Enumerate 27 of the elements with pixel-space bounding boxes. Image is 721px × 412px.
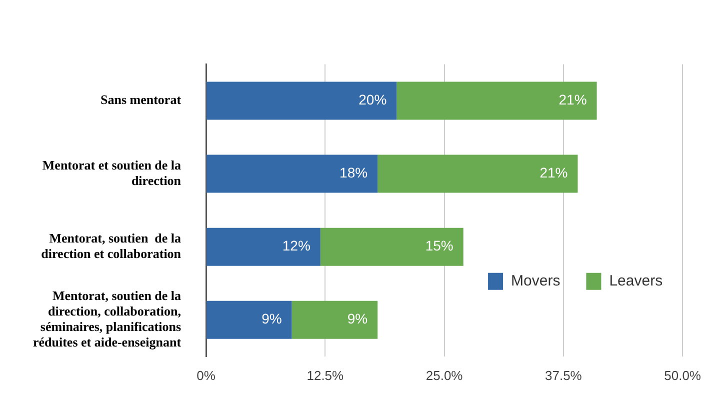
data-label: 9%	[347, 310, 368, 327]
x-tick-label: 0%	[196, 368, 216, 383]
bar	[378, 154, 578, 193]
y-tick-label: Sans mentorat	[100, 92, 182, 108]
y-tick-label: Mentorat et soutien de la direction	[42, 157, 182, 188]
x-tick-label: 37.5%	[545, 368, 582, 383]
bar	[320, 228, 464, 266]
data-label: 18%	[340, 164, 368, 181]
x-tick-label: 50.0%	[664, 368, 702, 383]
data-label: 15%	[425, 238, 454, 254]
y-tick-label: Mentorat, soutien de la direction, collaboration, séminaires, planifications réduites et aide-enseignant	[32, 288, 182, 350]
data-label: 9%	[262, 310, 282, 327]
bar	[396, 82, 597, 120]
data-label: 20%	[358, 92, 387, 108]
bar	[292, 300, 378, 339]
x-tick-label: 12.5%	[306, 368, 344, 383]
bar	[206, 300, 292, 339]
data-label: 21%	[540, 164, 568, 181]
bar	[206, 82, 397, 120]
y-tick-label: Mentorat, soutien de la direction et collaboration	[41, 230, 182, 261]
legend-label: Leavers	[609, 272, 663, 290]
data-label: 12%	[282, 238, 310, 254]
bar	[206, 154, 378, 193]
legend-label: Movers	[511, 272, 560, 290]
x-tick-label: 25.0%	[426, 368, 464, 383]
bar	[206, 228, 320, 266]
data-label: 21%	[558, 92, 587, 108]
